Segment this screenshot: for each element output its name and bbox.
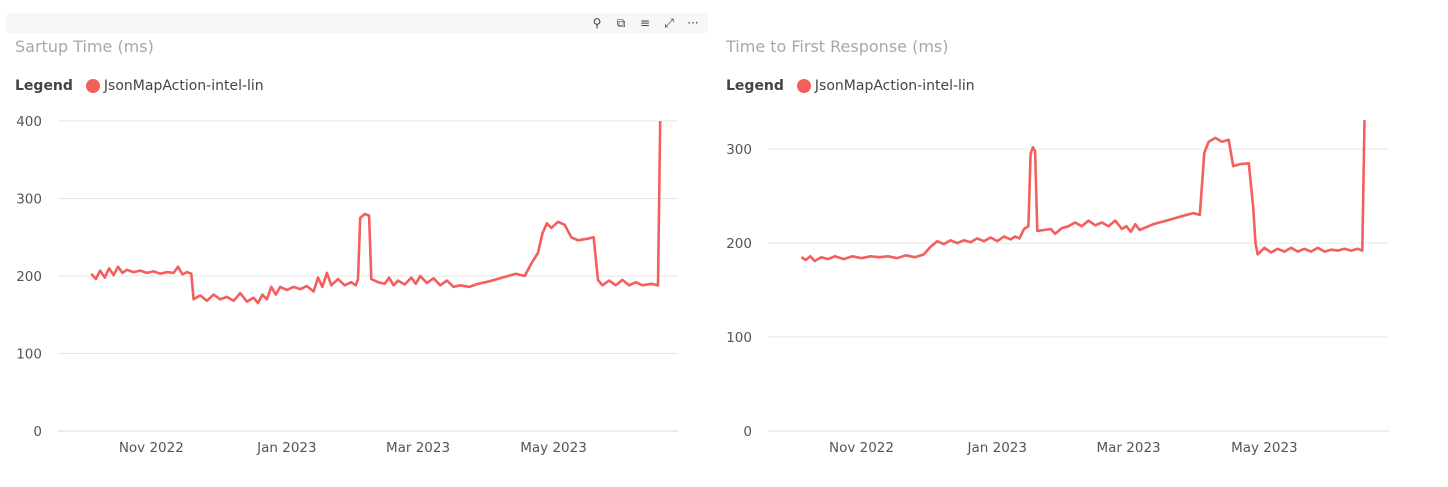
legend-series-label[interactable]: JsonMapAction-intel-lin — [814, 78, 975, 94]
chart-title: Time to First Response (ms) — [726, 37, 949, 56]
x-tick-label: Nov 2022 — [119, 440, 184, 456]
x-tick-label: May 2023 — [1231, 440, 1298, 456]
x-tick-label: Jan 2023 — [967, 440, 1027, 456]
chart-toolbar: ⚲ ⧉ ≡ ⤢ ··· — [6, 13, 708, 33]
y-tick-label: 200 — [16, 269, 42, 285]
copy-icon[interactable]: ⧉ — [616, 16, 626, 30]
y-tick-label: 200 — [726, 236, 752, 252]
legend-swatch[interactable] — [796, 79, 811, 93]
y-tick-label: 100 — [726, 330, 752, 346]
y-tick-label: 300 — [726, 142, 752, 158]
more-icon[interactable]: ··· — [687, 16, 699, 30]
series-line[interactable] — [90, 120, 662, 305]
legend-title: Legend — [726, 78, 784, 94]
filter-icon[interactable]: ≡ — [639, 16, 651, 30]
chart-title: Sartup Time (ms) — [15, 37, 154, 56]
x-tick-label: Nov 2022 — [829, 440, 894, 456]
chart-plot-area: 0 100 200 300 Nov 2022 Jan 2023 Mar 2023 May 20… — [726, 120, 1389, 456]
legend-title: Legend — [15, 78, 73, 94]
x-tick-label: Mar 2023 — [386, 440, 450, 456]
pin-icon[interactable]: ⚲ — [592, 16, 602, 30]
y-tick-label: 400 — [16, 114, 42, 130]
legend-series-label[interactable]: JsonMapAction-intel-lin — [103, 78, 264, 94]
x-tick-label: May 2023 — [520, 440, 587, 456]
chart-panel-first-response: Time to First Response (ms) Legend JsonM… — [715, 0, 1448, 487]
chart-plot-area: 0 100 200 300 400 Nov 2022 Jan 2023 Mar 2023 May… — [16, 114, 678, 456]
legend-swatch[interactable] — [85, 79, 100, 93]
series-line[interactable] — [800, 120, 1366, 263]
x-tick-label: Mar 2023 — [1097, 440, 1161, 456]
y-tick-label: 100 — [16, 347, 42, 363]
x-tick-label: Jan 2023 — [256, 440, 316, 456]
expand-icon[interactable]: ⤢ — [664, 16, 674, 30]
y-tick-label: 300 — [16, 192, 42, 208]
y-tick-label: 0 — [33, 424, 42, 440]
y-tick-label: 0 — [743, 424, 752, 440]
chart-panel-startup-time: ⚲ ⧉ ≡ ⤢ ··· Sartup Time (ms) Legend Json… — [0, 0, 715, 487]
legend: Legend JsonMapAction-intel-lin — [726, 78, 975, 94]
legend: Legend JsonMapAction-intel-lin — [15, 78, 264, 94]
